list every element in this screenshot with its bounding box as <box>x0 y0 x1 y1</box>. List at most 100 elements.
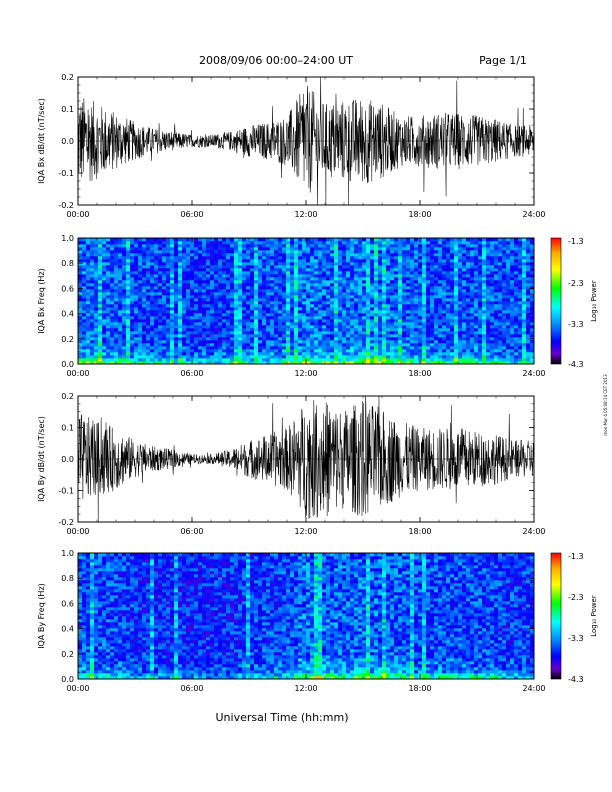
spectrogram-cell <box>414 325 419 329</box>
spectrogram-cell <box>482 295 487 299</box>
spectrogram-cell <box>218 358 223 362</box>
spectrogram-cell <box>474 268 479 272</box>
spectrogram-cell <box>442 256 447 260</box>
spectrogram-cell <box>510 283 515 287</box>
spectrogram-cell <box>306 295 311 299</box>
spectrogram-cell <box>246 358 251 362</box>
spectrogram-cell <box>322 340 327 344</box>
spectrogram-cell <box>362 319 367 323</box>
spectrogram-cell <box>402 310 407 314</box>
spectrogram-cell <box>162 331 167 335</box>
spectrogram-cell <box>406 355 411 359</box>
spectrogram-cell <box>482 241 487 245</box>
spectrogram-cell <box>458 241 463 245</box>
spectrogram-cell <box>346 307 351 311</box>
spectrogram-cell <box>506 352 511 356</box>
spectrogram-cell <box>334 238 339 242</box>
spectrogram-cell <box>210 265 215 269</box>
spectrogram-cell <box>362 352 367 356</box>
spectrogram-cell <box>470 298 475 302</box>
spectrogram-cell <box>242 328 247 332</box>
spectrogram-cell <box>522 313 527 317</box>
spectrogram-cell <box>206 310 211 314</box>
spectrogram-cell <box>470 265 475 269</box>
spectrogram-cell <box>330 253 335 257</box>
spectrogram-cell <box>146 259 151 263</box>
spectrogram-cell <box>366 310 371 314</box>
spectrogram-cell <box>278 355 283 359</box>
spectrogram-cell <box>218 361 223 365</box>
spectrogram-cell <box>418 322 423 326</box>
spectrogram-cell <box>322 262 327 266</box>
spectrogram-cell <box>202 316 207 320</box>
spectrogram-cell <box>490 331 495 335</box>
spectrogram-cell <box>222 337 227 341</box>
spectrogram-cell <box>402 304 407 308</box>
spectrogram-cell <box>390 358 395 362</box>
spectrogram-cell <box>470 268 475 272</box>
spectrogram-cell <box>402 277 407 281</box>
spectrogram-cell <box>226 346 231 350</box>
spectrogram-cell <box>198 361 203 365</box>
spectrogram-cell <box>350 295 355 299</box>
spectrogram-cell <box>210 259 215 263</box>
spectrogram-cell <box>486 313 491 317</box>
spectrogram-cell <box>298 322 303 326</box>
spectrogram-cell <box>242 256 247 260</box>
spectrogram-cell <box>330 325 335 329</box>
spectrogram-cell <box>174 352 179 356</box>
y-tick-label: -0.1 <box>58 169 74 178</box>
spectrogram-cell <box>106 340 111 344</box>
spectrogram-cell <box>134 352 139 356</box>
spectrogram-cell <box>126 244 131 248</box>
spectrogram-cell <box>166 244 171 248</box>
spectrogram-cell <box>318 355 323 359</box>
y-axis-label: IQA Bx dB/dt (nT/sec) <box>37 98 46 184</box>
spectrogram-cell <box>154 316 159 320</box>
spectrogram-cell <box>102 250 107 254</box>
spectrogram-cell <box>190 316 195 320</box>
spectrogram-cell <box>346 277 351 281</box>
spectrogram-cell <box>218 238 223 242</box>
spectrogram-cell <box>314 289 319 293</box>
spectrogram-cell <box>230 325 235 329</box>
spectrogram-cell <box>506 355 511 359</box>
spectrogram-cell <box>426 304 431 308</box>
spectrogram-cell <box>294 328 299 332</box>
spectrogram-cell <box>342 307 347 311</box>
spectrogram-cell <box>126 277 131 281</box>
spectrogram-cell <box>282 253 287 257</box>
spectrogram-cell <box>270 322 275 326</box>
spectrogram-cell <box>342 334 347 338</box>
spectrogram-cell <box>478 301 483 305</box>
spectrogram-cell <box>310 283 315 287</box>
spectrogram-cell <box>254 256 259 260</box>
spectrogram-cell <box>342 331 347 335</box>
spectrogram-cell <box>306 316 311 320</box>
spectrogram-cell <box>454 307 459 311</box>
spectrogram-cell <box>350 331 355 335</box>
spectrogram-cell <box>106 292 111 296</box>
spectrogram-cell <box>98 331 103 335</box>
spectrogram-cell <box>346 265 351 269</box>
spectrogram-cell <box>170 319 175 323</box>
spectrogram-cell <box>414 343 419 347</box>
spectrogram-cell <box>86 238 91 242</box>
spectrogram-cell <box>386 346 391 350</box>
spectrogram-cell <box>342 328 347 332</box>
spectrogram-cell <box>86 295 91 299</box>
spectrogram-cell <box>270 331 275 335</box>
spectrogram-cell <box>458 253 463 257</box>
spectrogram-cell <box>138 283 143 287</box>
spectrogram-cell <box>458 280 463 284</box>
spectrogram-cell <box>474 280 479 284</box>
spectrogram-cell <box>310 313 315 317</box>
spectrogram-cell <box>366 328 371 332</box>
spectrogram-cell <box>306 352 311 356</box>
spectrogram-cell <box>166 325 171 329</box>
spectrogram-cell <box>230 328 235 332</box>
spectrogram-cell <box>402 292 407 296</box>
spectrogram-cell <box>210 346 215 350</box>
spectrogram-cell <box>262 283 267 287</box>
spectrogram-cell <box>290 358 295 362</box>
